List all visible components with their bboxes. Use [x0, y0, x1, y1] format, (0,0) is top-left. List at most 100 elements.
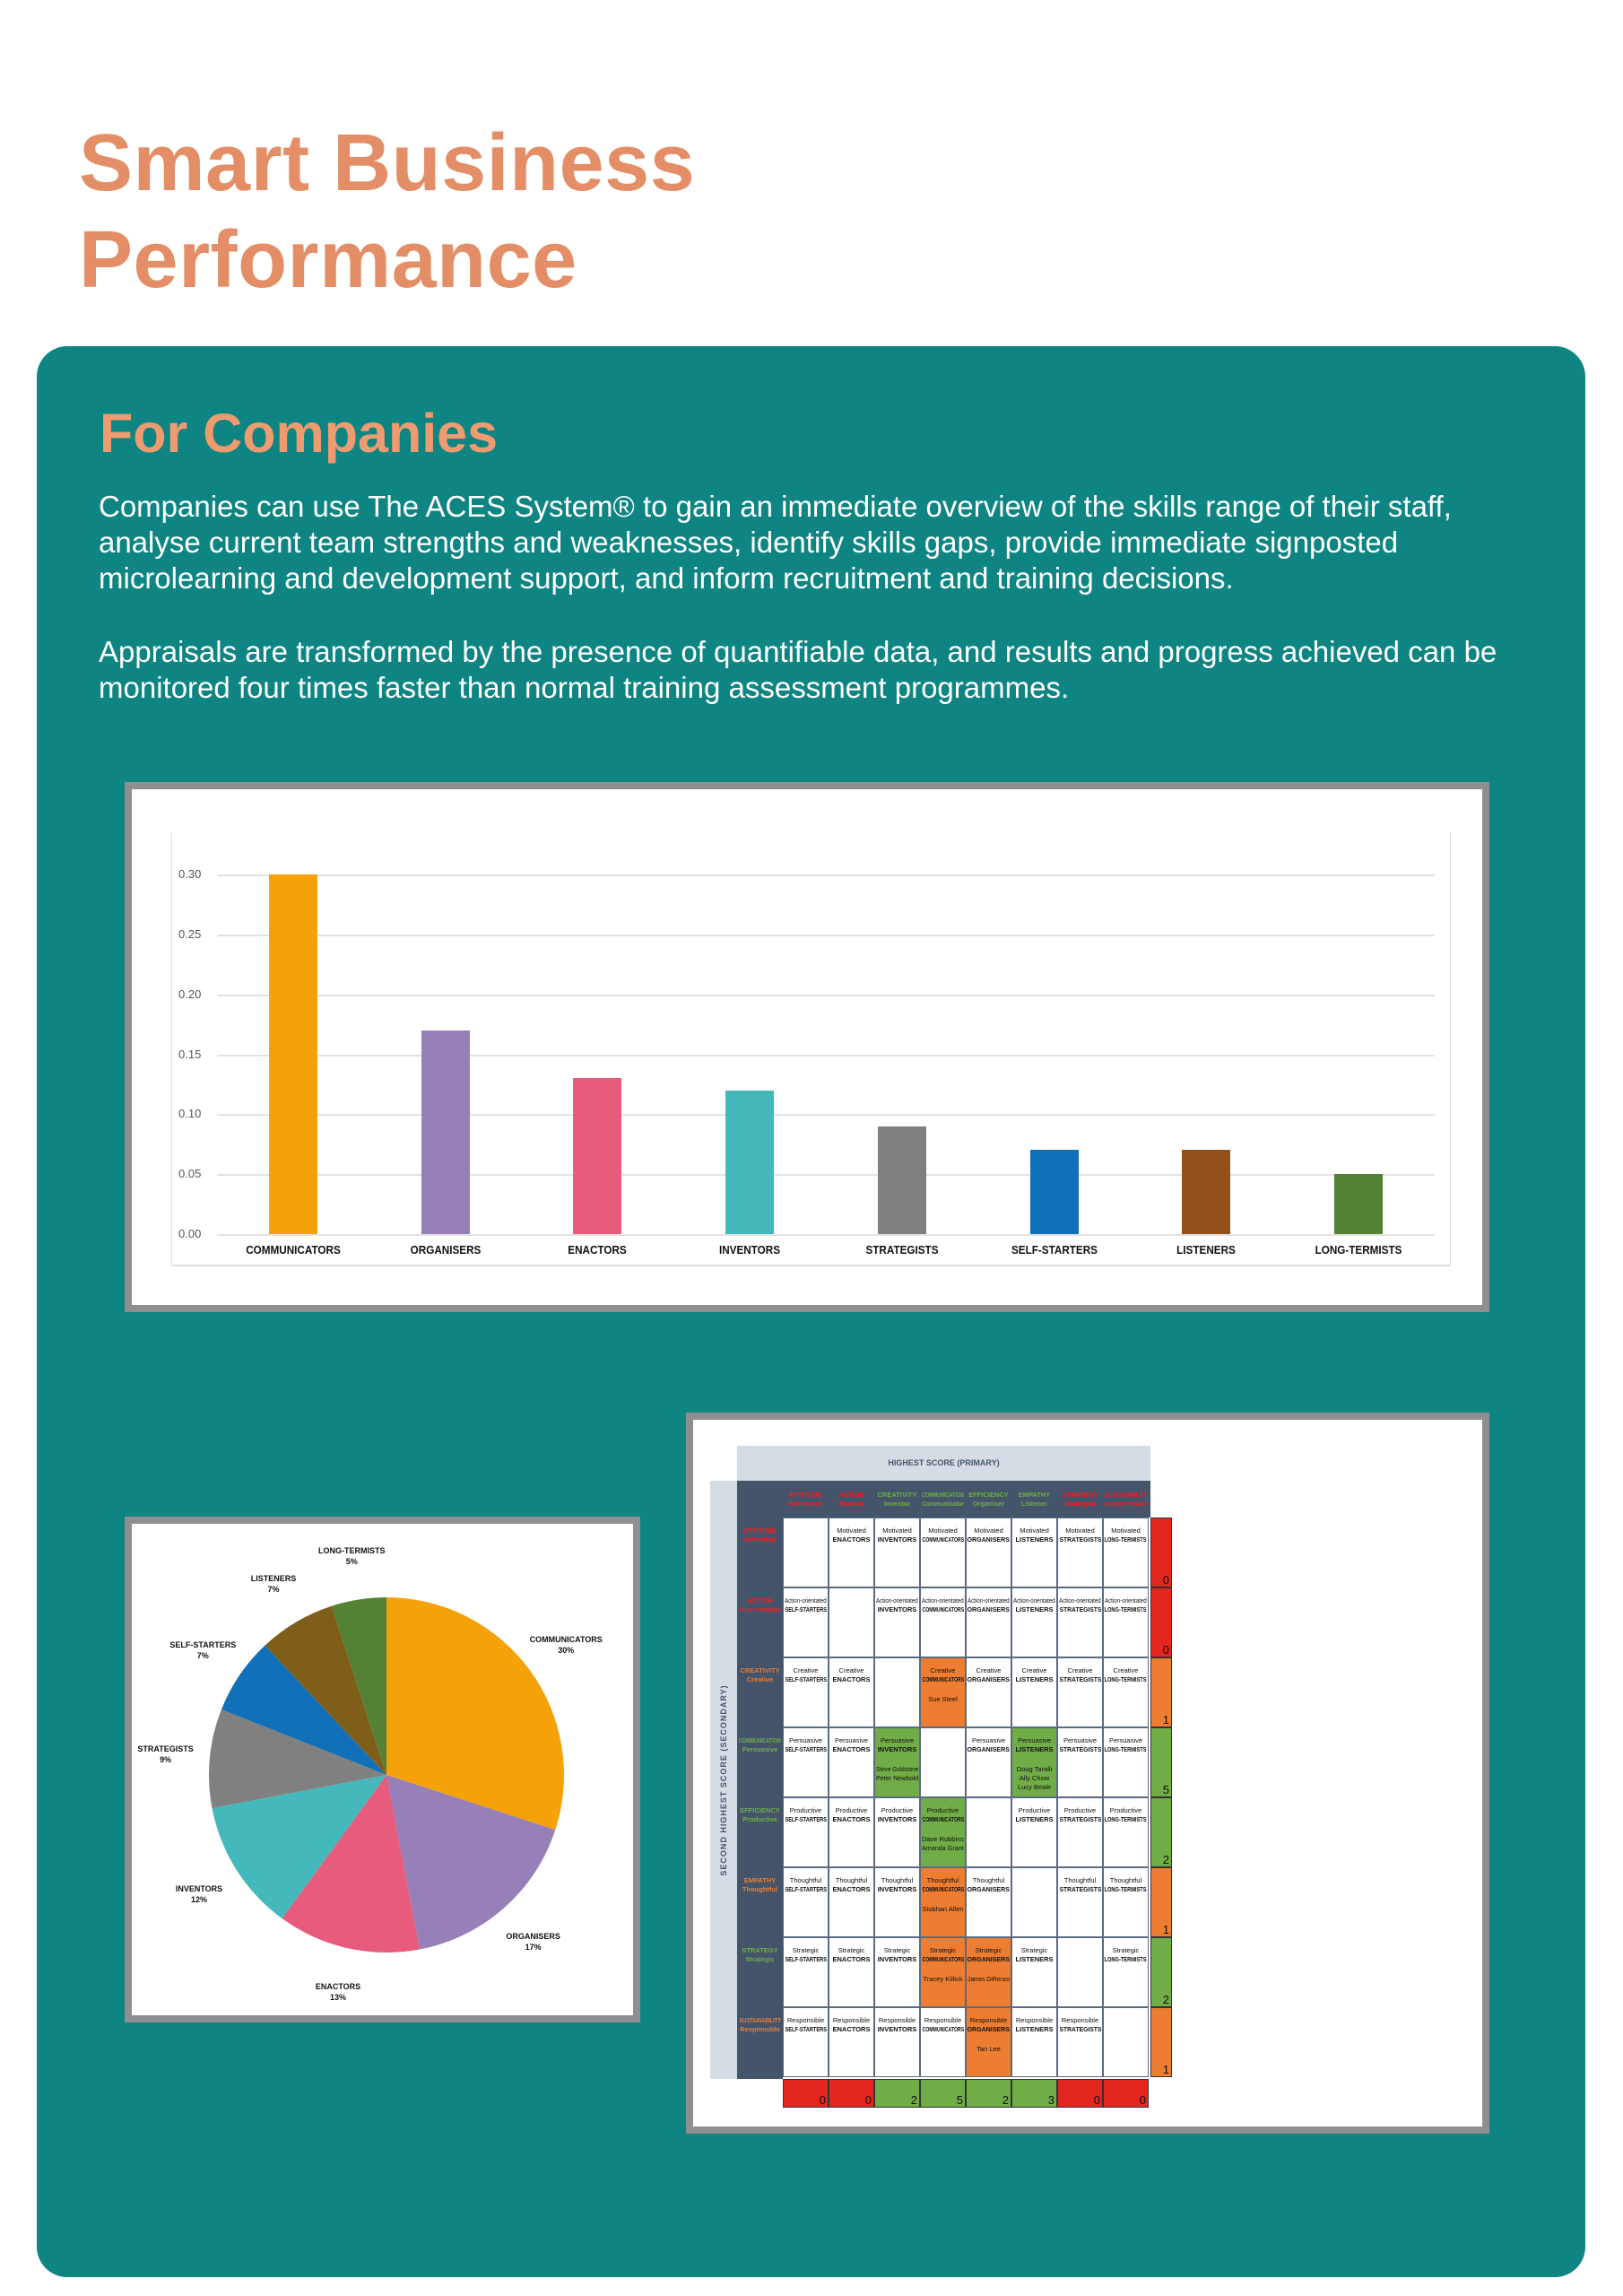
cell-type: LONG-TERMISTS	[1104, 1535, 1148, 1544]
pie-slice-long-termists	[331, 1597, 386, 1775]
x-tick-label: ORGANISERS	[410, 1243, 481, 1257]
cell-type: SELF-STARTERS	[785, 1605, 827, 1613]
cell-trait: Responsible	[878, 2016, 916, 2024]
row-header-band	[737, 1518, 783, 2079]
cell-trait: Persuasive	[834, 1736, 869, 1744]
cell-type: ENACTORS	[832, 1675, 871, 1683]
column-header: EFFICIENCY Organiser	[966, 1481, 1011, 1518]
person-name: Doug Taralli	[1016, 1765, 1053, 1773]
matrix-cell: Persuasive LISTENERS Doug Taralli Ally Chow…	[1011, 1727, 1057, 1797]
matrix-cell: Creative ENACTORS	[829, 1657, 874, 1727]
cell-names: James DiRenzo	[965, 1975, 1012, 1984]
matrix-cell: Persuasive INVENTORS Steve Goldstone Peter …	[874, 1727, 920, 1797]
row-header: STRATEGY Strategic	[737, 1937, 783, 2007]
row-header: SUSTAINABILITY Responsible	[737, 2007, 783, 2077]
cell-trait: Strategic	[929, 1946, 957, 1954]
matrix-cell: Motivated STRATEGISTS	[1057, 1518, 1103, 1587]
row-header-skill: STRATEGY	[742, 1946, 778, 1954]
row-count: 0	[1150, 1587, 1172, 1657]
person-name: Sue Steel	[928, 1695, 958, 1703]
matrix-cell: Persuasive ORGANISERS	[966, 1727, 1011, 1797]
cell-trait: Action-orientated	[1013, 1596, 1055, 1605]
matrix-cell: Motivated ORGANISERS	[966, 1518, 1011, 1587]
cell-type: LONG-TERMISTS	[1104, 1745, 1148, 1753]
gridline	[217, 1174, 1435, 1177]
pie-slice-inventors	[212, 1775, 386, 1919]
cell-type: LISTENERS	[1015, 1745, 1054, 1753]
cell-type: LONG-TERMISTS	[1104, 1815, 1148, 1823]
row-count: 0	[1150, 1518, 1172, 1587]
matrix-cell: Action-orientated INVENTORS	[874, 1587, 920, 1657]
cell-type: SELF-STARTERS	[785, 1885, 827, 1893]
row-count: 2	[1150, 1797, 1172, 1867]
column-header: COMMUNICATION Communicator	[920, 1481, 966, 1518]
matrix-cell: Persuasive STRATEGISTS	[1057, 1727, 1103, 1797]
cell-names: Dave Robbins Amanda Grant	[921, 1835, 965, 1853]
matrix-cell: Strategic LISTENERS	[1011, 1937, 1057, 2007]
cell-type: INVENTORS	[877, 1605, 917, 1613]
pie-label: LONG-TERMISTS 5%	[298, 1545, 405, 1567]
column-header-type: Strategist	[1064, 1500, 1096, 1508]
matrix-cell	[920, 1727, 966, 1797]
cell-trait: Productive	[1109, 1806, 1142, 1814]
bar-organisers	[421, 1030, 470, 1234]
matrix-cell: Productive SELF-STARTERS	[783, 1797, 829, 1867]
matrix-cell: Thoughtful INVENTORS	[874, 1867, 920, 1937]
row-count: 1	[1150, 1657, 1172, 1727]
row-count: 2	[1150, 1937, 1172, 2007]
pie-label-category: ORGANISERS	[506, 1931, 560, 1941]
column-count: 0	[1057, 2079, 1103, 2108]
column-header-skill: ATTITUDE	[789, 1491, 822, 1499]
cell-trait: Thoughtful	[881, 1876, 914, 1884]
y-tick-label: 0.10	[178, 1107, 202, 1121]
cell-trait: Motivated	[882, 1526, 912, 1535]
cell-trait: Action-orientated	[876, 1596, 918, 1605]
row-header-skill: SUSTAINABILITY	[739, 2016, 781, 2024]
column-count: 0	[783, 2079, 829, 2108]
pie-label: COMMUNICATORS 30%	[512, 1634, 620, 1656]
person-name: James DiRenzo	[968, 1975, 1010, 1983]
matrix-cell: Strategic COMMUNICATORS Tracey Killick	[920, 1937, 966, 2007]
x-tick-label: LONG-TERMISTS	[1315, 1243, 1402, 1257]
pie-label-category: LONG-TERMISTS	[318, 1545, 386, 1555]
row-header-skill: ATTITUDE	[743, 1526, 777, 1535]
column-header: SUSTAINABILITY Long-Termist	[1103, 1481, 1149, 1518]
cell-trait: Action-orientated	[1105, 1596, 1147, 1605]
matrix-cell: Motivated LONG-TERMISTS	[1103, 1518, 1149, 1587]
column-header-type: Inventor	[883, 1500, 911, 1508]
row-header: CREATIVITY Creative	[737, 1657, 783, 1727]
pie-label-percent: 9%	[160, 1754, 172, 1764]
cell-type: ORGANISERS	[967, 1885, 1011, 1893]
cell-trait: Strategic	[975, 1946, 1002, 1954]
column-header: EMPATHY Listener	[1011, 1481, 1057, 1518]
matrix-cell: Responsible COMMUNICATORS	[920, 2007, 966, 2077]
cell-type: LONG-TERMISTS	[1104, 1885, 1148, 1893]
row-header-trait: Action-orientated	[738, 1605, 782, 1613]
row-header: EFFICIENCY Productive	[737, 1797, 783, 1867]
matrix-cell: Responsible ORGANISERS Tan Lee	[966, 2007, 1011, 2077]
y-tick-label: 0.00	[178, 1227, 202, 1240]
pie-label-percent: 30%	[558, 1645, 575, 1655]
y-tick-label: 0.15	[178, 1047, 202, 1061]
matrix-cell	[783, 1518, 829, 1587]
cell-type: SELF-STARTERS	[785, 1955, 827, 1963]
column-header-band	[737, 1481, 1150, 1518]
matrix-cell: Responsible LISTENERS	[1011, 2007, 1057, 2077]
matrix-cell: Action-orientated STRATEGISTS	[1057, 1587, 1103, 1657]
section-title: For Companies	[100, 403, 499, 464]
matrix-cell: Motivated INVENTORS	[874, 1518, 920, 1587]
cell-trait: Thoughtful	[1063, 1876, 1097, 1884]
cell-type: COMMUNICATORS	[922, 1535, 964, 1544]
matrix-cell: Responsible STRATEGISTS	[1057, 2007, 1103, 2077]
cell-trait: Strategic	[883, 1946, 911, 1954]
row-count: 1	[1150, 1867, 1172, 1937]
bar-chart	[125, 782, 1489, 1312]
cell-trait: Thoughtful	[1109, 1876, 1142, 1884]
row-header-trait: Creative	[746, 1675, 774, 1683]
row-header-skill: CREATIVITY	[740, 1666, 780, 1674]
column-header-skill: SUSTAINABILITY	[1105, 1491, 1147, 1499]
cell-type: STRATEGISTS	[1059, 1815, 1101, 1823]
matrix-cell: Action-orientated LISTENERS	[1011, 1587, 1057, 1657]
pie-label: SELF-STARTERS 7%	[149, 1639, 256, 1661]
matrix-cell: Thoughtful ENACTORS	[829, 1867, 874, 1937]
